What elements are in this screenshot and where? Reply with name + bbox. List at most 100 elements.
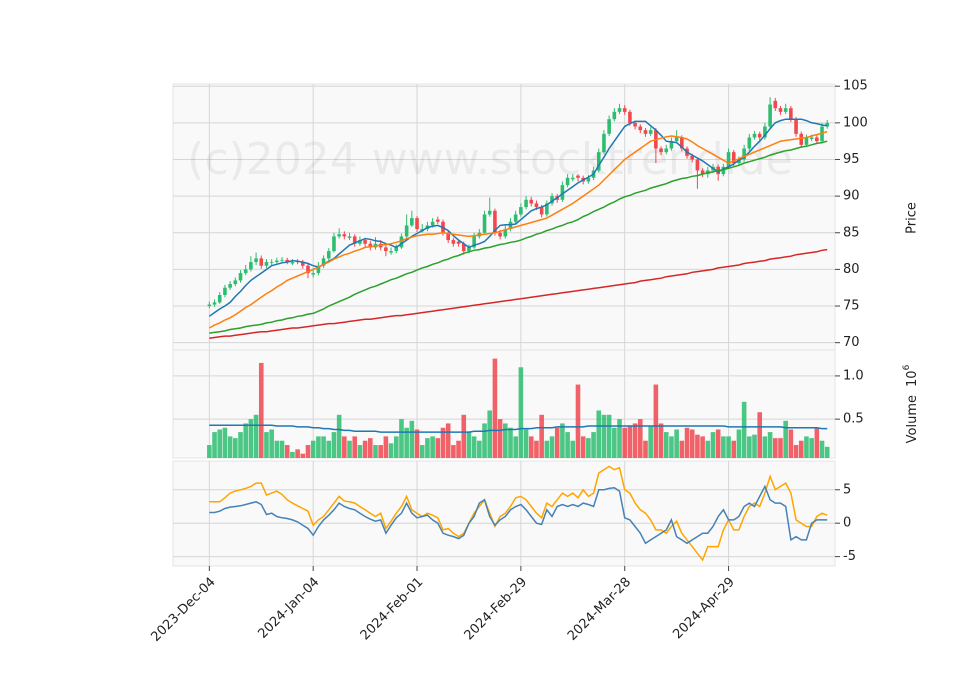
candle-body [461, 243, 466, 252]
y-tick-label: 90 [843, 189, 860, 204]
volume-label: Volume [905, 395, 920, 443]
candle-body [207, 304, 212, 307]
candle-body [576, 175, 580, 178]
y-tick-label: -5 [843, 549, 856, 564]
candle-body [482, 214, 487, 233]
volume-bar [679, 440, 685, 458]
volume-bar [575, 384, 581, 458]
candle-body [628, 111, 632, 123]
volume-bar [445, 423, 451, 458]
volume-bar [819, 440, 825, 458]
volume-bar [798, 440, 804, 458]
candle-body [446, 232, 450, 241]
volume-scale-exp: 6 [902, 364, 912, 370]
volume-bar [539, 414, 544, 458]
volume-bar [669, 436, 674, 458]
volume-bar [404, 427, 409, 458]
candle-body [550, 196, 554, 204]
candle-body [622, 108, 627, 112]
candle-body [259, 258, 264, 266]
volume-bar [554, 427, 560, 458]
volume-bar [788, 429, 794, 458]
candle-body [316, 265, 321, 274]
volume-bar [632, 423, 638, 458]
volume-bar [264, 432, 269, 458]
volume-bar [570, 440, 576, 458]
volume-bar [393, 436, 399, 458]
volume-bar [601, 414, 607, 458]
candle-body [804, 137, 809, 145]
candle-body [815, 137, 819, 142]
volume-bar [560, 423, 565, 458]
volume-bar [596, 410, 602, 458]
volume-bar [425, 438, 430, 458]
volume-bar [689, 429, 695, 458]
candle-body [586, 177, 591, 182]
candle-body [726, 152, 731, 167]
candle-body [794, 119, 798, 134]
volume-bar [300, 453, 306, 458]
candle-body [410, 218, 414, 226]
volume-bar [612, 427, 617, 458]
volume-bar [658, 423, 664, 458]
candle-body [487, 210, 492, 215]
candle-body [773, 100, 778, 109]
line [209, 424, 828, 433]
volume-bar [528, 436, 534, 458]
volume-bar [534, 440, 539, 458]
volume-bar [684, 427, 690, 458]
volume-bar [726, 436, 731, 458]
candle-body [607, 119, 611, 134]
candle-body [643, 130, 648, 134]
volume-bar [492, 358, 498, 458]
candle-body [659, 148, 663, 153]
volume-bar [326, 440, 332, 458]
y-tick-label: 0.5 [843, 412, 864, 427]
candle-body [249, 262, 253, 270]
volume-bar [783, 420, 788, 458]
candle-body [524, 199, 528, 208]
candle-body [456, 241, 461, 244]
volume-bar [502, 423, 508, 458]
candle-body [352, 236, 357, 244]
volume-bar [258, 362, 264, 458]
volume-bar [762, 436, 768, 458]
candle-body [534, 203, 539, 208]
candle-body [368, 243, 373, 248]
candle-body [280, 259, 284, 261]
y-tick-label: 95 [843, 152, 860, 167]
volume-bar [653, 384, 659, 458]
y-tick-label: 85 [843, 225, 860, 240]
volume-bar [622, 427, 628, 458]
volume-bar [705, 440, 711, 458]
volume-bar [466, 432, 472, 458]
volume-bar [451, 445, 456, 458]
volume-bar [767, 432, 773, 458]
volume-bar [648, 426, 653, 458]
candle-body [519, 207, 523, 215]
candle-body [285, 259, 290, 263]
volume-bar [440, 427, 446, 458]
line [208, 130, 828, 329]
volume-bar [565, 432, 570, 458]
candle-body [238, 273, 243, 281]
volume-bar [342, 436, 347, 458]
volume-bar [461, 414, 467, 458]
volume-bar [233, 438, 238, 458]
volume-bar [435, 438, 441, 458]
candle-body [763, 126, 767, 138]
y-tick-label: 80 [843, 262, 860, 277]
candle-body [560, 185, 565, 200]
volume-bar [336, 414, 342, 458]
volume-bar [399, 419, 404, 458]
y-tick-label: 0 [843, 516, 851, 531]
candle-body [389, 251, 393, 253]
volume-bar [388, 443, 394, 458]
candle-body [243, 269, 248, 274]
volume-bar [710, 432, 716, 458]
candle-body [290, 262, 295, 264]
candle-body [269, 262, 274, 263]
price-axis-label: Price [905, 202, 920, 234]
volume-bar [591, 432, 596, 458]
